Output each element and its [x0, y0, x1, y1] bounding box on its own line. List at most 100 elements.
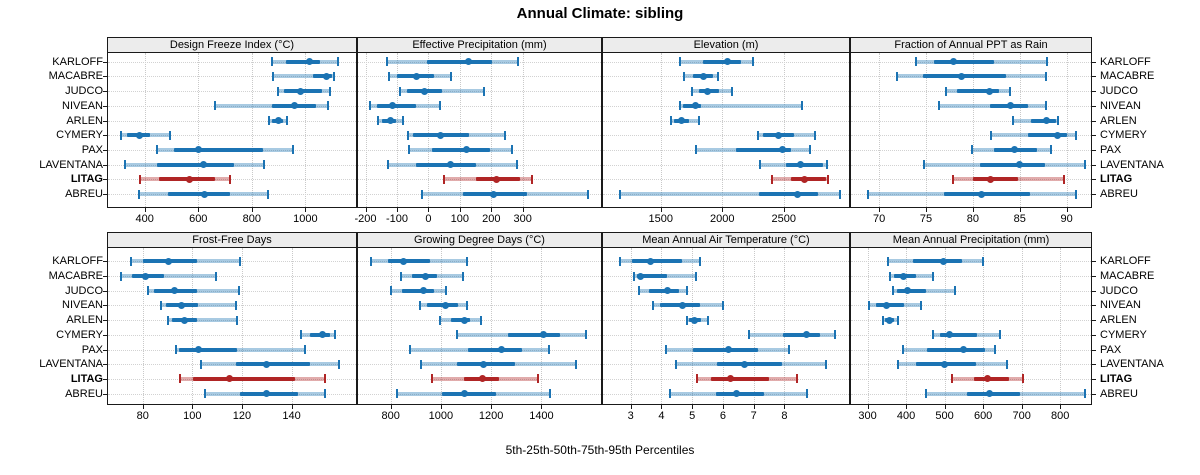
median-dot: [678, 301, 686, 309]
quartile-band-25-75: [717, 362, 783, 367]
gridline-vertical: [305, 53, 307, 207]
row-label: LAVENTANA: [39, 358, 103, 371]
quartile-band-25-75: [387, 259, 430, 264]
quartile-band-25-75: [450, 318, 470, 323]
gridline-horizontal: [358, 305, 601, 307]
median-dot: [678, 117, 686, 124]
median-dot: [946, 331, 954, 339]
median-dot: [412, 72, 420, 80]
axis-tick: [1092, 276, 1096, 277]
axis-tick: [291, 405, 293, 409]
gridline-horizontal: [603, 91, 849, 93]
axis-tick: [103, 76, 107, 78]
whisker-cap-high: [716, 71, 719, 81]
row-label: ARLEN: [1100, 114, 1137, 127]
whisker-cap-high: [805, 389, 808, 399]
whisker-cap-low: [439, 315, 442, 325]
whisker-cap-high: [504, 130, 507, 140]
median-dot: [436, 131, 444, 139]
whisker-cap-high: [833, 330, 836, 340]
gridline-horizontal: [358, 320, 601, 322]
row-label: CYMERY: [1100, 129, 1147, 142]
whisker-cap-high: [1084, 389, 1087, 399]
row-label: LAVENTANA: [39, 158, 103, 171]
panel-strip-label: Design Freeze Index (°C): [169, 39, 295, 51]
quartile-band-25-75: [896, 288, 927, 293]
median-dot: [422, 272, 430, 280]
row-label: MACABRE: [1100, 70, 1155, 83]
quartile-band-25-75: [758, 192, 818, 196]
panel-plot: [107, 248, 357, 405]
median-dot: [882, 301, 890, 309]
whisker-cap-high: [267, 189, 270, 199]
median-dot: [399, 257, 407, 265]
median-dot: [186, 175, 194, 183]
quartile-band-25-75: [716, 391, 765, 396]
median-dot: [539, 331, 547, 339]
axis-tick: [103, 334, 107, 336]
gridline-vertical: [251, 53, 253, 207]
tick-label: 140: [282, 410, 301, 422]
gridline-vertical: [692, 248, 694, 404]
axis-tick: [1092, 349, 1096, 351]
whisker-cap-low: [756, 130, 759, 140]
range-band-5-95: [620, 192, 840, 196]
gridline-vertical: [390, 248, 392, 404]
axis-tick: [753, 405, 755, 409]
whisker-cap-high: [954, 286, 957, 296]
axis-tick: [390, 405, 392, 409]
median-dot: [984, 375, 992, 383]
median-dot: [958, 72, 966, 80]
median-dot: [297, 87, 305, 95]
median-dot: [778, 146, 786, 154]
whisker-cap-high: [919, 300, 922, 310]
whisker-cap-high: [303, 345, 306, 354]
gridline-vertical: [541, 248, 543, 404]
gridline-vertical: [722, 53, 724, 207]
gridline-horizontal: [851, 105, 1091, 107]
row-label: CYMERY: [56, 328, 103, 341]
gridline-horizontal: [108, 261, 356, 263]
panel-strip-label: Mean Annual Precipitation (mm): [892, 234, 1050, 246]
row-label: ABREU: [65, 188, 103, 200]
axis-tick: [1092, 91, 1096, 93]
quartile-band-25-75: [783, 332, 821, 337]
axis-tick: [103, 61, 107, 63]
row-label: CYMERY: [1100, 328, 1147, 341]
median-dot: [323, 72, 331, 80]
whisker-cap-high: [465, 300, 468, 310]
whisker-cap-low: [618, 256, 621, 266]
gridline-horizontal: [603, 164, 849, 166]
whisker-cap-high: [235, 300, 238, 310]
quartile-band-25-75: [972, 177, 1018, 182]
axis-tick: [396, 208, 398, 212]
median-dot: [727, 375, 735, 383]
axis-tick: [1092, 364, 1096, 366]
whisker-cap-low: [389, 286, 392, 296]
gridline-vertical: [906, 248, 908, 404]
row-label: CYMERY: [56, 129, 103, 142]
gridline-vertical: [783, 53, 785, 207]
whisker-cap-low: [407, 145, 410, 155]
gridline-horizontal: [603, 320, 849, 322]
whisker-cap-low: [679, 57, 682, 67]
tick-label: 300: [513, 213, 532, 225]
gridline-horizontal: [358, 76, 601, 78]
median-dot: [949, 58, 957, 66]
median-dot: [489, 190, 497, 198]
whisker-cap-high: [814, 130, 817, 140]
whisker-cap-low: [399, 86, 402, 96]
whisker-cap-high: [1075, 189, 1077, 199]
gridline-horizontal: [108, 290, 356, 292]
gridline-vertical: [879, 53, 881, 207]
axis-tick: [783, 208, 785, 212]
whisker-cap-low: [759, 160, 762, 170]
whisker-cap-high: [1075, 130, 1077, 140]
median-dot: [420, 287, 428, 295]
whisker-cap-high: [826, 160, 829, 170]
whisker-cap-high: [587, 189, 590, 199]
whisker-cap-high: [336, 57, 339, 67]
whisker-cap-high: [169, 130, 172, 140]
tick-label: 8: [781, 410, 788, 422]
whisker-cap-low: [419, 359, 422, 369]
